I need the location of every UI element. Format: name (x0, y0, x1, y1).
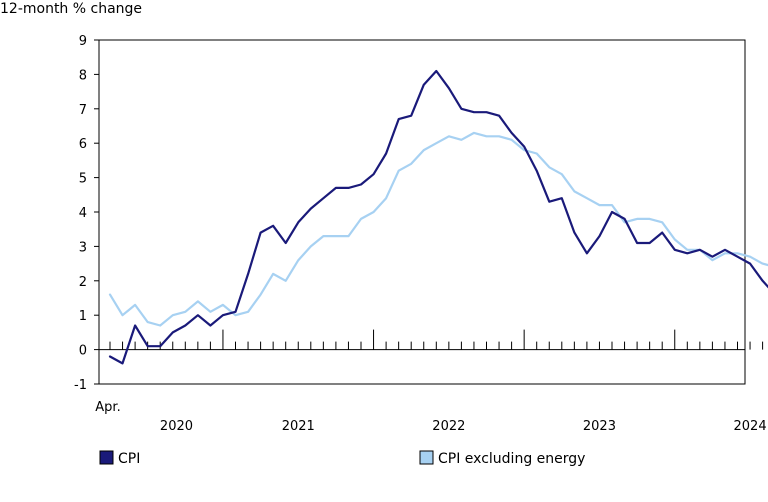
y-tick-label: 8 (79, 68, 87, 83)
y-tick-label: 6 (79, 137, 87, 152)
x-year-label: 2021 (282, 419, 315, 434)
y-tick-label: 2 (79, 275, 87, 290)
y-tick-label: 5 (79, 172, 87, 187)
x-axis: Apr.Apr.202020212022202320242025 (95, 329, 767, 434)
series-lines (108, 69, 768, 365)
x-year-label: 2023 (583, 419, 616, 434)
y-tick-label: 4 (79, 206, 87, 221)
legend: CPI CPI excluding energy (99, 450, 585, 467)
legend-label: CPI excluding energy (438, 451, 585, 467)
y-tick-label: 7 (79, 103, 87, 118)
y-tick-label: 1 (79, 309, 87, 324)
y-tick-label: -1 (74, 378, 87, 393)
y-tick-label: 3 (79, 240, 87, 255)
legend-item-cpi-excluding-energy: CPI excluding energy (419, 450, 585, 467)
x-year-label: 2022 (432, 419, 465, 434)
y-tick-label: 9 (79, 34, 87, 49)
legend-swatch (99, 450, 114, 465)
y-tick-label: 0 (79, 344, 87, 359)
legend-swatch (419, 450, 434, 465)
x-start-month-label: Apr. (95, 400, 120, 415)
legend-item-cpi: CPI (99, 450, 140, 467)
y-axis: -1 0 1 2 3 4 5 6 7 8 9 (74, 34, 99, 393)
y-axis-unit-label: 12-month % change (0, 1, 142, 17)
legend-label: CPI (118, 451, 140, 467)
series-line-cpi-excluding-energy (108, 131, 768, 327)
x-year-label: 2020 (160, 419, 193, 434)
series-line-cpi (108, 69, 768, 365)
x-year-label: 2024 (734, 419, 767, 434)
